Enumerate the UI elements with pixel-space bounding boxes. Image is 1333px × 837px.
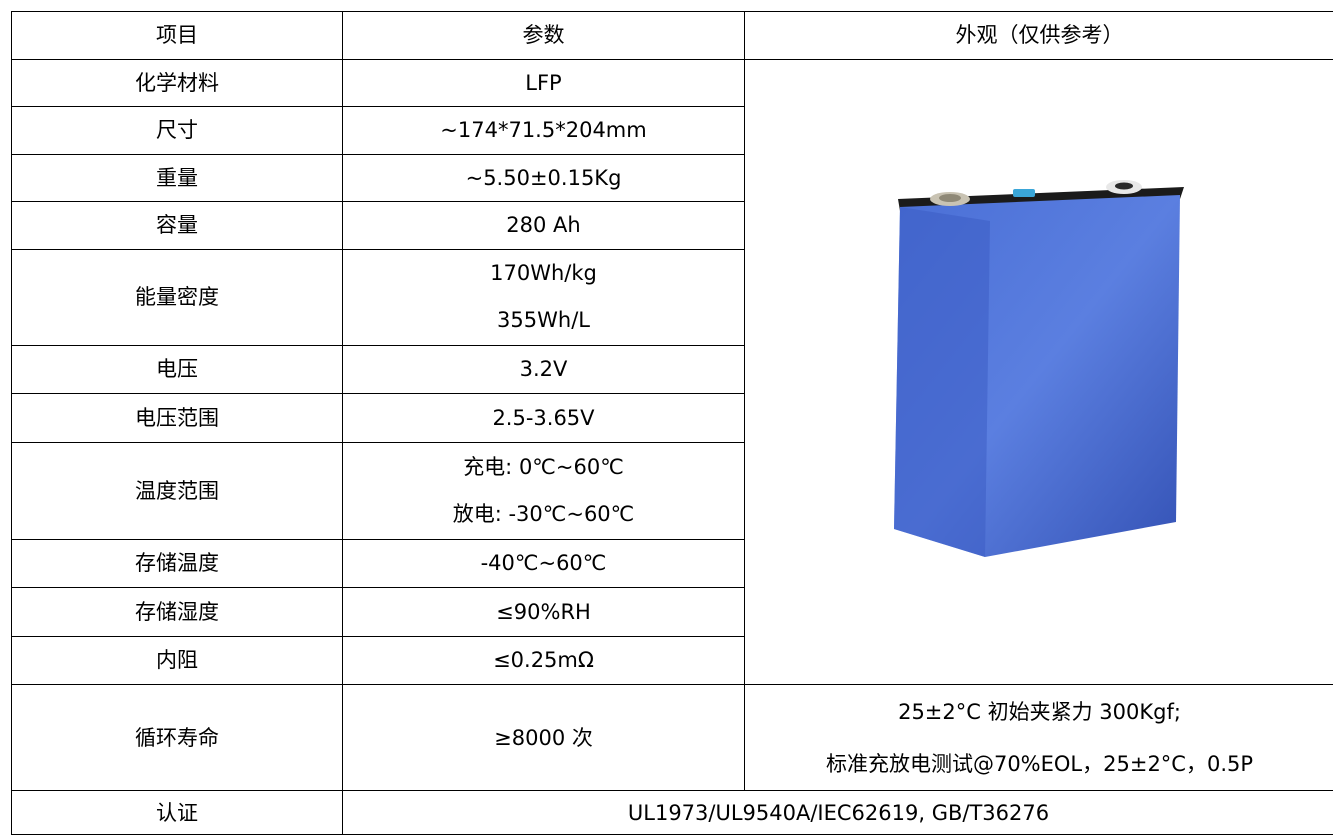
table-row: 重量 ~5.50±0.15Kg bbox=[11, 153, 1333, 203]
row-value-size: ~174*71.5*204mm bbox=[342, 106, 745, 155]
temperature-discharge: 放电: -30℃~60℃ bbox=[452, 501, 635, 526]
row-value-storage-temperature: -40℃~60℃ bbox=[342, 538, 745, 589]
row-value-cycle-life: ≥8000 次 bbox=[342, 684, 745, 792]
table-row: 内阻 ≤0.25mΩ bbox=[11, 635, 1333, 686]
table-row: 电压 3.2V bbox=[11, 344, 1333, 395]
row-label-internal-resistance: 内阻 bbox=[11, 635, 343, 686]
battery-cell-image bbox=[893, 179, 1184, 557]
header-row: 项目 参数 外观（仅供参考） bbox=[11, 11, 1333, 60]
table-row: 容量 280 Ah bbox=[11, 201, 1333, 250]
row-value-internal-resistance: ≤0.25mΩ bbox=[342, 635, 745, 686]
row-value-voltage-range: 2.5-3.65V bbox=[342, 393, 745, 443]
cycle-note-test: 标准充放电测试@70%EOL，25±2°C，0.5P bbox=[825, 751, 1254, 776]
table-row: 温度范围 充电: 0℃~60℃ 放电: -30℃~60℃ bbox=[11, 441, 1333, 540]
header-parameter: 参数 bbox=[342, 11, 745, 60]
cycle-life-notes: 25±2°C 初始夹紧力 300Kgf; 标准充放电测试@70%EOL，25±2… bbox=[744, 684, 1333, 792]
table-row: 化学材料 LFP bbox=[11, 58, 1333, 686]
row-label-cycle-life: 循环寿命 bbox=[11, 684, 343, 792]
table-row: 存储温度 -40℃~60℃ bbox=[11, 538, 1333, 589]
temperature-charge: 充电: 0℃~60℃ bbox=[463, 454, 624, 479]
spec-table: 项目 参数 外观（仅供参考） 化学材料 LFP bbox=[11, 11, 1333, 835]
row-label-storage-temperature: 存储温度 bbox=[11, 538, 343, 589]
table-row: 认证 UL1973/UL9540A/IEC62619, GB/T36276 bbox=[11, 790, 1333, 835]
table-row: 循环寿命 ≥8000 次 25±2°C 初始夹紧力 300Kgf; 标准充放电测… bbox=[11, 684, 1333, 792]
row-value-voltage: 3.2V bbox=[342, 344, 745, 395]
row-label-size: 尺寸 bbox=[11, 106, 343, 155]
row-label-chemistry: 化学材料 bbox=[11, 58, 343, 108]
table-row: 能量密度 170Wh/kg 355Wh/L bbox=[11, 248, 1333, 346]
row-value-energy-density: 170Wh/kg 355Wh/L bbox=[342, 248, 745, 346]
table-row: 存储湿度 ≤90%RH bbox=[11, 587, 1333, 637]
cycle-note-clamping: 25±2°C 初始夹紧力 300Kgf; bbox=[898, 699, 1181, 724]
row-value-weight: ~5.50±0.15Kg bbox=[342, 153, 745, 203]
row-value-capacity: 280 Ah bbox=[342, 201, 745, 250]
row-value-storage-humidity: ≤90%RH bbox=[342, 587, 745, 637]
row-label-voltage: 电压 bbox=[11, 344, 343, 395]
row-label-weight: 重量 bbox=[11, 153, 343, 203]
header-item: 项目 bbox=[11, 11, 343, 60]
vent-icon bbox=[1012, 188, 1035, 197]
row-label-temperature-range: 温度范围 bbox=[11, 441, 343, 540]
header-appearance: 外观（仅供参考） bbox=[744, 11, 1333, 60]
table-row: 电压范围 2.5-3.65V bbox=[11, 393, 1333, 443]
row-label-energy-density: 能量密度 bbox=[11, 248, 343, 346]
energy-density-volumetric: 355Wh/L bbox=[497, 308, 590, 333]
row-value-certification: UL1973/UL9540A/IEC62619, GB/T36276 bbox=[342, 790, 1333, 835]
row-label-voltage-range: 电压范围 bbox=[11, 393, 343, 443]
row-value-chemistry: LFP bbox=[342, 58, 745, 108]
row-value-temperature-range: 充电: 0℃~60℃ 放电: -30℃~60℃ bbox=[342, 441, 745, 540]
table-row: 尺寸 ~174*71.5*204mm bbox=[11, 106, 1333, 155]
row-label-capacity: 容量 bbox=[11, 201, 343, 250]
row-label-certification: 认证 bbox=[11, 790, 343, 835]
energy-density-gravimetric: 170Wh/kg bbox=[490, 261, 597, 286]
row-label-storage-humidity: 存储湿度 bbox=[11, 587, 343, 637]
appearance-image-cell bbox=[744, 58, 1333, 686]
